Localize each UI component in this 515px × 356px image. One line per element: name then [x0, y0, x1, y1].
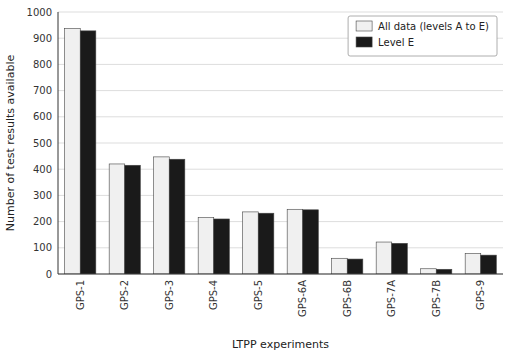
bar	[481, 255, 497, 274]
grid-line	[58, 90, 503, 91]
x-axis-label: LTPP experiments	[232, 338, 329, 351]
x-tick-label: GPS-7A	[386, 280, 397, 317]
y-axis-label: Number of test results available	[4, 55, 17, 232]
bar	[169, 159, 185, 274]
bar	[198, 218, 214, 274]
y-tick-label: 700	[33, 85, 52, 96]
bars	[65, 29, 497, 274]
y-tick-label: 600	[33, 111, 52, 122]
grid-line	[58, 274, 503, 275]
x-tick-label: GPS-9	[475, 280, 486, 310]
chart-svg: 0 100 200 300 400 500 600 700 800 900 1000 GPS-1 GPS…	[0, 0, 515, 356]
x-tick-label: GPS-5	[253, 280, 264, 310]
grid-line	[58, 64, 503, 65]
x-tick-label: GPS-4	[208, 280, 219, 310]
y-tick-label: 300	[33, 190, 52, 201]
bar	[125, 165, 141, 274]
y-tick-label: 800	[33, 59, 52, 70]
x-tick-label: GPS-6A	[297, 280, 308, 317]
bar	[287, 209, 303, 274]
bar	[109, 164, 125, 274]
bar	[347, 259, 363, 274]
y-tick-label: 100	[33, 242, 52, 253]
legend-swatch	[356, 21, 372, 31]
x-tick-label: GPS-2	[119, 280, 130, 310]
y-tick-label: 0	[46, 269, 52, 280]
bar	[243, 212, 259, 274]
grid-line	[58, 12, 503, 13]
x-tick-label: GPS-1	[75, 280, 86, 310]
bar	[392, 243, 408, 274]
y-tick-label: 900	[33, 33, 52, 44]
legend-label: Level E	[378, 37, 414, 48]
bar	[465, 254, 481, 274]
bar	[214, 219, 230, 274]
x-tick-label: GPS-7B	[431, 280, 442, 317]
grid-line	[58, 116, 503, 117]
chart-container: 0 100 200 300 400 500 600 700 800 900 1000 GPS-1 GPS…	[0, 0, 515, 356]
bar	[258, 213, 274, 274]
y-grid	[58, 12, 503, 274]
x-tick-label: GPS-6B	[342, 280, 353, 317]
grid-line	[58, 143, 503, 144]
bar	[436, 269, 452, 274]
bar	[303, 210, 319, 274]
x-tick-label: GPS-3	[164, 280, 175, 310]
x-axis-line	[58, 274, 503, 275]
bar	[154, 157, 170, 274]
y-axis-line	[58, 12, 59, 274]
legend-frame	[348, 16, 497, 56]
legend-label: All data (levels A to E)	[378, 21, 489, 32]
bar	[65, 29, 81, 274]
y-tick-label: 1000	[27, 7, 52, 18]
bar	[376, 242, 392, 274]
bar	[421, 269, 437, 274]
bar	[80, 31, 96, 274]
legend-swatch	[356, 37, 372, 47]
legend: All data (levels A to E) Level E	[348, 16, 497, 56]
y-tick-label: 200	[33, 216, 52, 227]
bar	[332, 258, 348, 274]
y-tick-label: 500	[33, 138, 52, 149]
y-tick-label: 400	[33, 164, 52, 175]
